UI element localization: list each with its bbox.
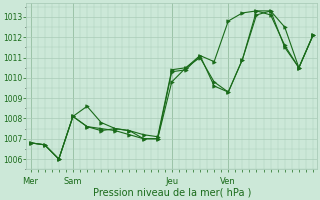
X-axis label: Pression niveau de la mer( hPa ): Pression niveau de la mer( hPa )	[92, 187, 251, 197]
